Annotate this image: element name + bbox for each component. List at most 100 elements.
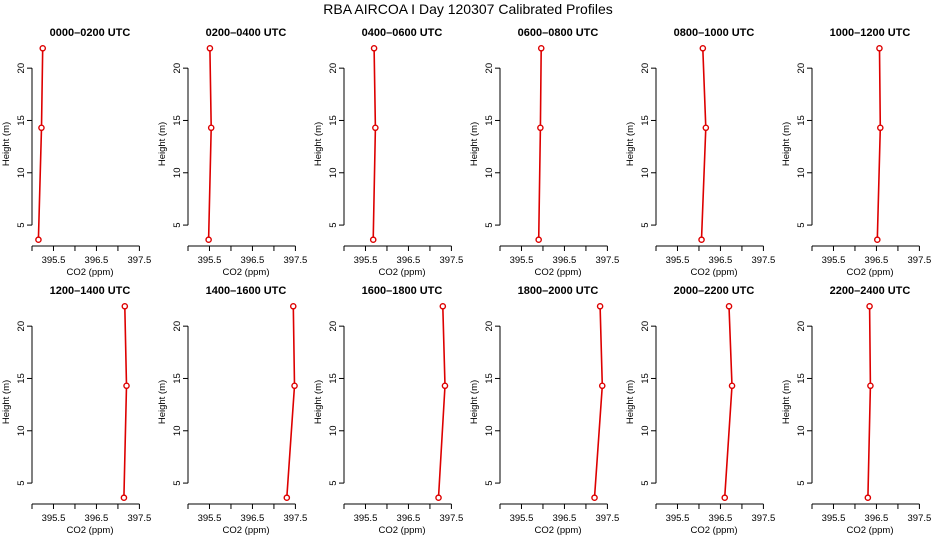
panel-2: 0200–0400 UTC 5 10 15 20 Height (m) 395.5 396.5… [157,27,307,278]
y-tick-label: 15 [640,373,651,384]
panel-10: 1800–2000 UTC 5 10 15 20 Height (m) 395.5 396.5… [469,285,619,536]
data-point [864,494,872,502]
series-line [867,306,872,498]
y-tick-label: 5 [172,222,183,227]
x-tick-label: 397.5 [908,255,932,266]
x-axis-label: CO2 (ppm) [379,267,426,278]
series-line [723,306,733,498]
y-tick-label: 15 [796,373,807,384]
panel-title: 0400–0600 UTC [362,27,443,39]
data-point [535,236,542,244]
data-point [291,382,298,390]
panel-6: 1000–1200 UTC 5 10 15 20 Height (m) 395.5 396.5… [781,27,931,278]
panel-title: 1400–1600 UTC [206,285,287,297]
data-point [441,382,449,390]
y-axis-label: Height (m) [781,122,792,166]
x-tick-label: 395.5 [42,255,66,266]
data-point [591,494,598,502]
y-tick-label: 15 [16,115,27,126]
data-point [121,302,129,310]
x-tick-label: 396.5 [865,513,889,524]
y-tick-label: 10 [484,425,495,436]
panel-title: 0000–0200 UTC [50,27,131,39]
panel-5: 0800–1000 UTC 5 10 15 20 Height (m) 395.5 396.5… [625,27,775,278]
x-tick-label: 395.5 [354,513,378,524]
data-point [874,236,881,244]
panel-title: 0200–0400 UTC [206,27,287,39]
y-tick-label: 10 [640,425,651,436]
x-tick-label: 397.5 [128,255,152,266]
x-tick-label: 395.5 [666,255,690,266]
y-axis-label: Height (m) [781,380,792,424]
y-tick-label: 20 [16,321,27,332]
x-tick-label: 395.5 [198,255,222,266]
panel-title: 0600–0800 UTC [518,27,599,39]
panel-title: 1000–1200 UTC [830,27,911,39]
y-tick-label: 20 [16,63,27,74]
y-axis-label: Height (m) [157,122,168,166]
panel-8: 1400–1600 UTC 5 10 15 20 Height (m) 395.5 396.5… [157,285,307,536]
y-tick-label: 20 [328,63,339,74]
data-point [699,44,707,52]
series-line [593,306,604,498]
data-point [369,236,377,244]
y-tick-label: 20 [328,321,339,332]
x-tick-label: 396.5 [553,255,577,266]
x-tick-label: 396.5 [709,255,733,266]
x-tick-label: 395.5 [42,513,66,524]
y-tick-label: 10 [484,167,495,178]
x-tick-label: 396.5 [553,513,577,524]
data-point [289,302,297,310]
panel-title: 1600–1800 UTC [362,285,443,297]
y-tick-label: 10 [328,425,339,436]
series-line [123,306,128,498]
panel-title: 1200–1400 UTC [50,285,131,297]
x-tick-label: 396.5 [709,513,733,524]
series-line [537,48,542,240]
y-tick-label: 5 [16,222,27,227]
y-tick-label: 5 [484,222,495,227]
x-axis-label: CO2 (ppm) [535,267,582,278]
x-tick-label: 397.5 [596,255,620,266]
x-tick-label: 397.5 [128,513,152,524]
y-tick-label: 20 [484,63,495,74]
y-axis-label: Height (m) [313,380,324,424]
y-tick-label: 20 [796,321,807,332]
y-tick-label: 15 [484,373,495,384]
x-tick-label: 395.5 [510,255,534,266]
y-tick-label: 5 [640,480,651,485]
data-point [35,236,42,244]
data-point [698,236,705,244]
data-point [728,382,736,390]
y-tick-label: 10 [172,167,183,178]
y-axis-label: Height (m) [625,122,636,166]
y-axis-label: Height (m) [469,380,480,424]
x-axis-label: CO2 (ppm) [223,525,270,536]
data-point [877,124,884,132]
figure-title: RBA AIRCOA I Day 120307 Calibrated Profi… [323,1,612,17]
x-tick-label: 396.5 [241,513,265,524]
data-point [537,44,545,52]
panel-11: 2000–2200 UTC 5 10 15 20 Height (m) 395.5 396.5… [625,285,775,536]
x-tick-label: 397.5 [752,255,776,266]
y-tick-label: 5 [328,480,339,485]
panel-9: 1600–1800 UTC 5 10 15 20 Height (m) 395.5 396.5… [313,285,463,536]
x-tick-label: 395.5 [510,513,534,524]
y-tick-label: 10 [640,167,651,178]
data-point [123,382,130,390]
x-tick-label: 396.5 [397,255,421,266]
y-tick-label: 15 [172,373,183,384]
series-line [372,48,377,240]
series-line [207,48,213,240]
data-point [370,44,378,52]
x-axis-label: CO2 (ppm) [223,267,270,278]
x-tick-label: 396.5 [85,255,109,266]
panel-12: 2200–2400 UTC 5 10 15 20 Height (m) 395.5 396.5… [781,285,931,536]
data-point [120,494,128,502]
y-tick-label: 20 [796,63,807,74]
y-tick-label: 5 [16,480,27,485]
y-tick-label: 10 [328,167,339,178]
data-point [206,44,214,52]
y-tick-label: 15 [328,373,339,384]
x-axis-label: CO2 (ppm) [67,525,114,536]
